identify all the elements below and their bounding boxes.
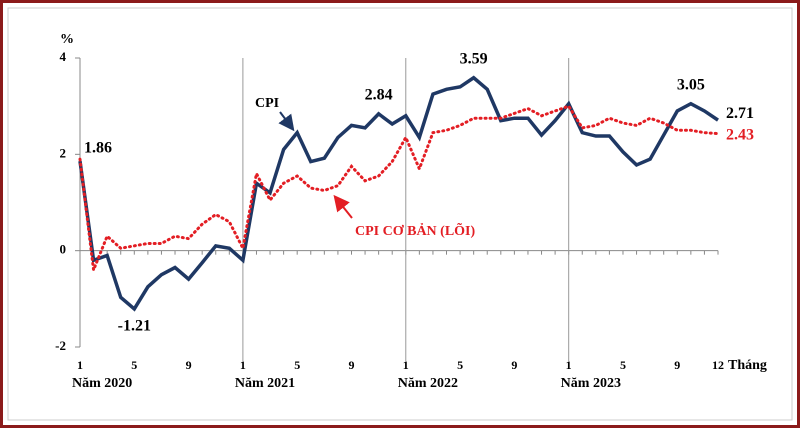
data-label: 3.59 [460,50,488,67]
data-label: 2.43 [726,126,754,143]
x-axis-label: Tháng [728,358,767,373]
y-axis-label: % [60,32,74,47]
x-tick-label: 1 [240,358,246,372]
x-tick-label: 5 [457,358,463,372]
x-tick-label: 5 [294,358,300,372]
x-tick-label: 9 [186,358,192,372]
y-tick-label: 2 [60,145,67,160]
x-tick-label: 5 [131,358,137,372]
x-tick-label: 1 [77,358,83,372]
year-label: Năm 2020 [72,376,132,391]
year-label: Năm 2023 [561,376,621,391]
x-tick-label: 9 [511,358,517,372]
x-tick-label: 9 [348,358,354,372]
year-label: Năm 2021 [235,376,295,391]
x-tick-label: 9 [674,358,680,372]
arrow [278,111,295,132]
data-label: 2.71 [726,105,754,122]
x-tick-label: 12 [712,358,724,372]
line [78,75,719,312]
data-label: -1.21 [118,318,151,335]
line [78,104,720,271]
x-tick-label: 1 [403,358,409,372]
x-tick-label: 1 [566,358,572,372]
y-tick-label: 0 [60,242,67,257]
data-label: 2.84 [365,87,393,104]
y-tick-label: -2 [55,338,66,353]
data-label: 3.05 [677,76,705,93]
x-tick-label: 5 [620,358,626,372]
year-label: Năm 2022 [398,376,458,391]
data-label: 1.86 [84,140,112,157]
inner-frame [7,7,793,421]
series-label: CPI [255,96,279,111]
arrow [333,194,353,219]
y-tick-label: 4 [60,49,67,64]
series-label: CPI CƠ BẢN (LÕI) [355,221,476,239]
